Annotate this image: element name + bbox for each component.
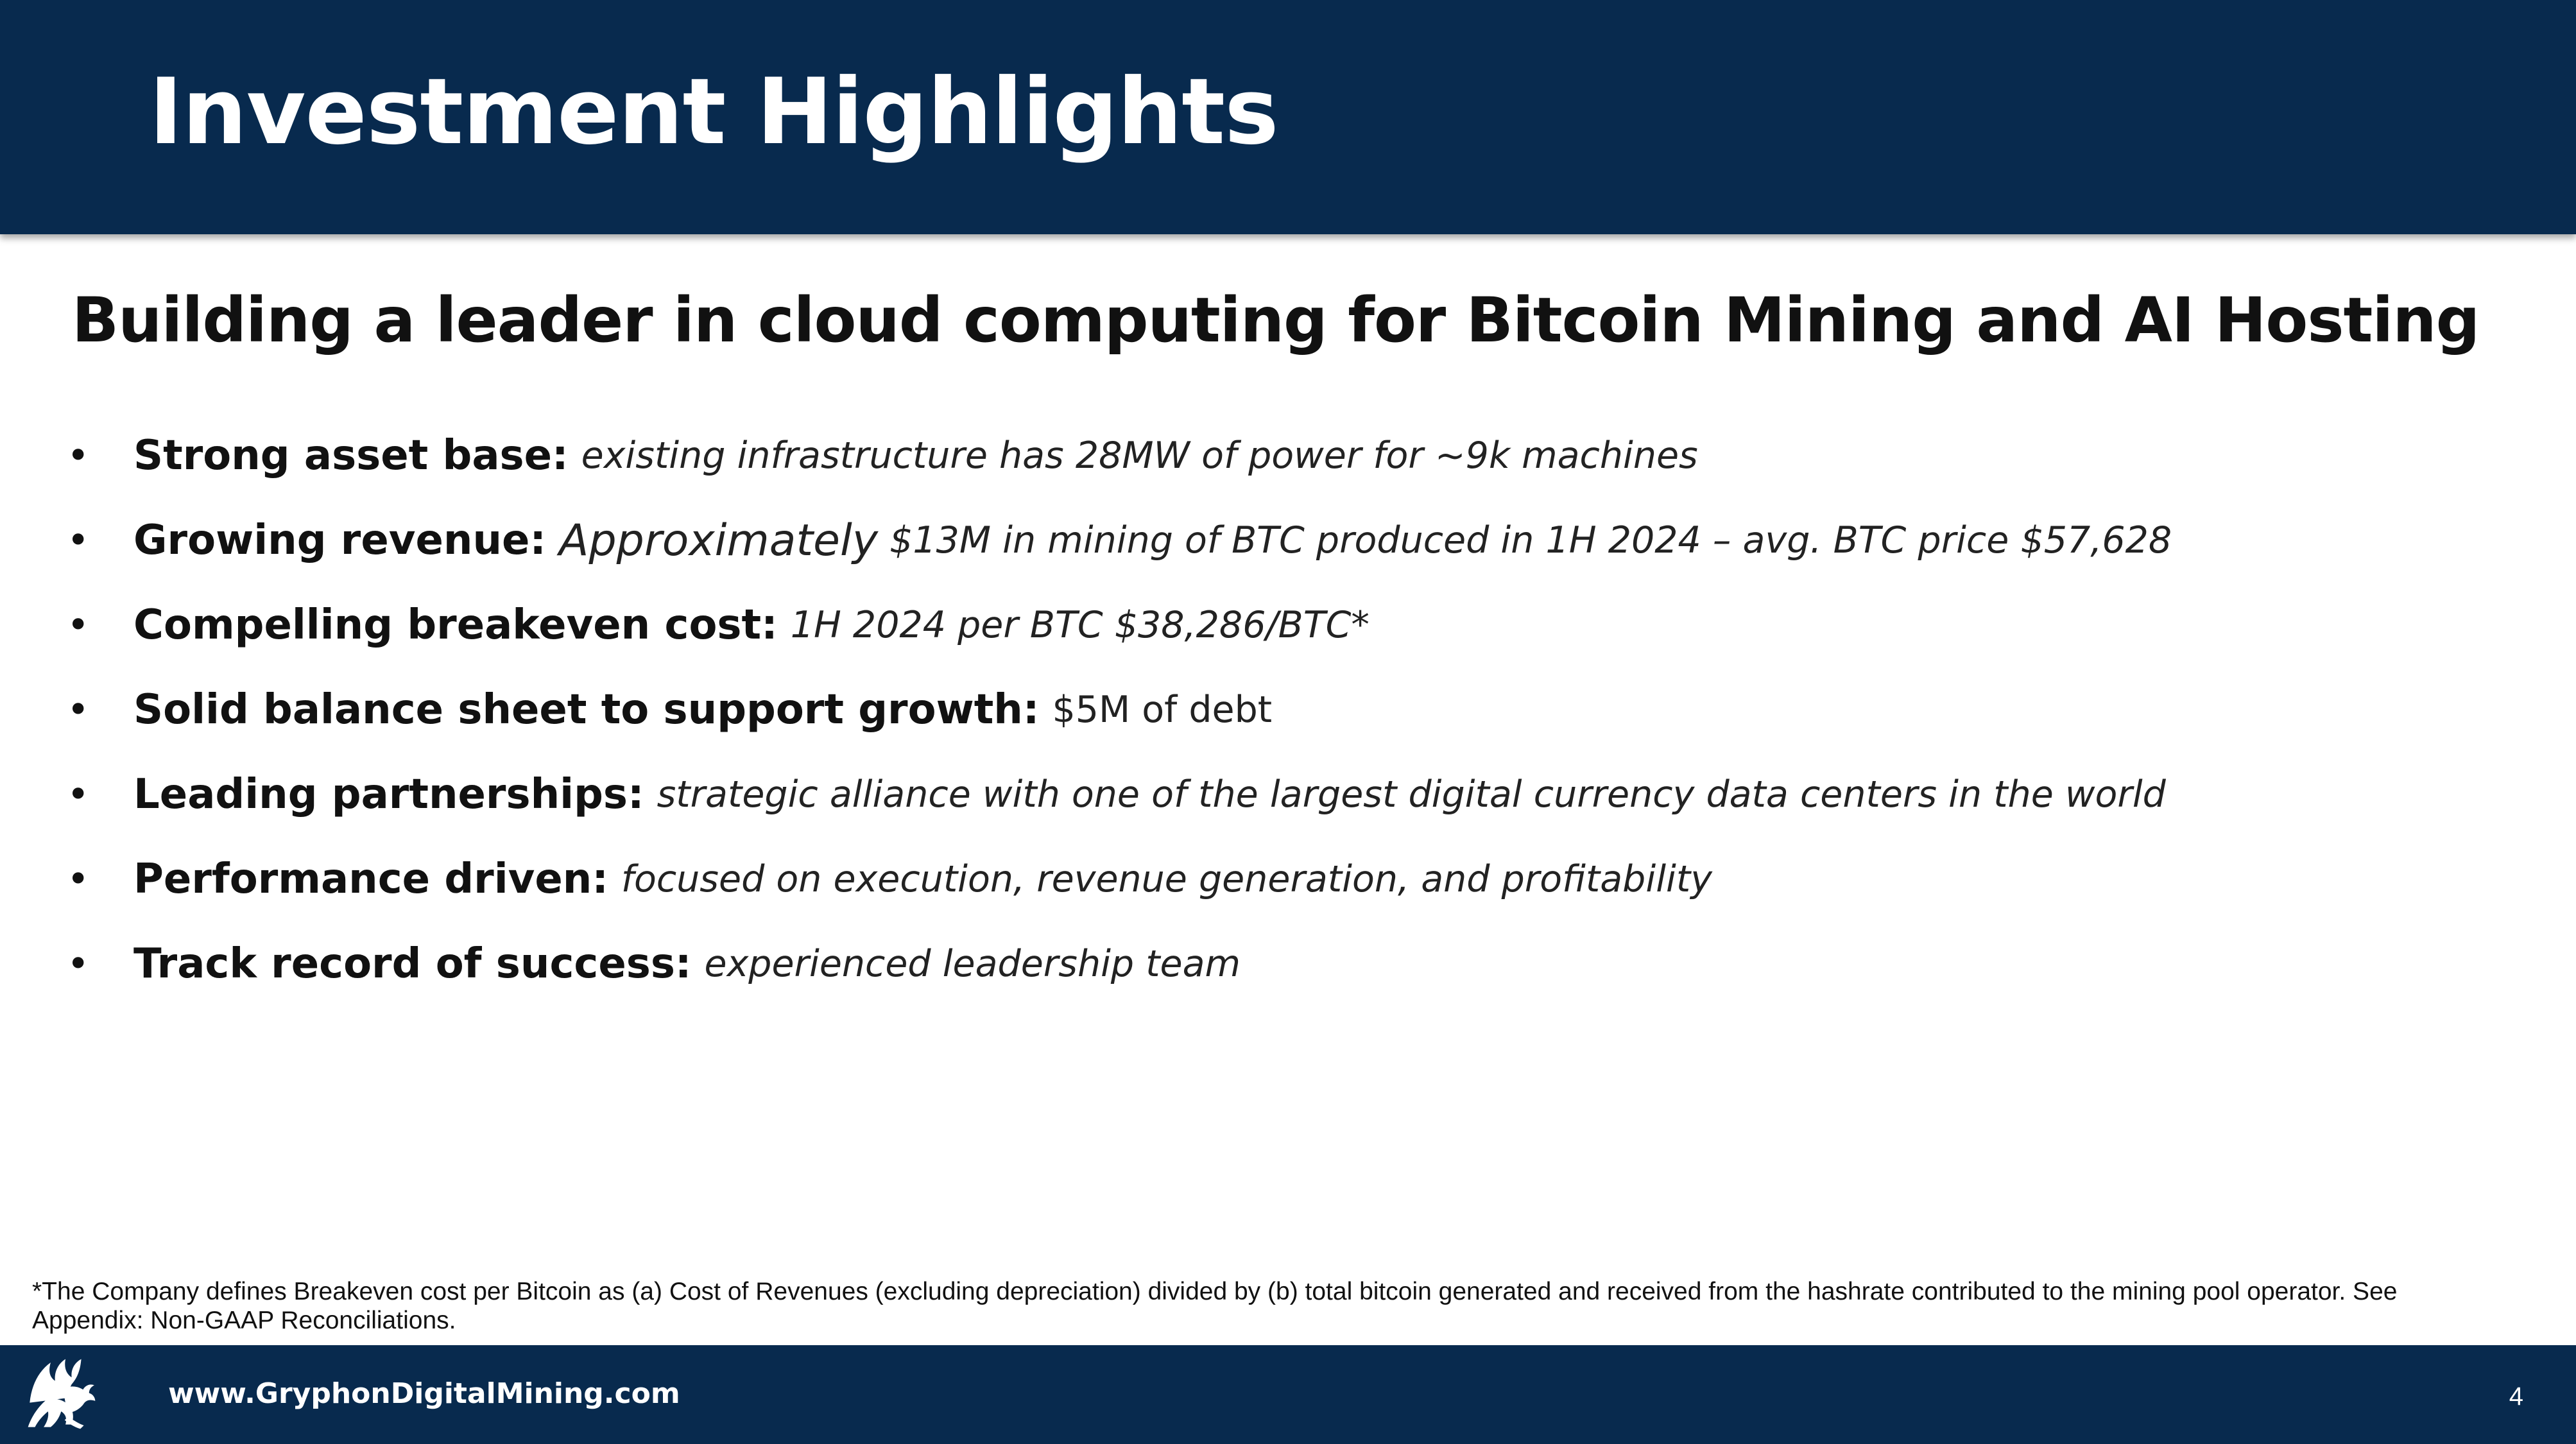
highlight-partnerships: • Leading partnerships: strategic allian… (67, 762, 2505, 827)
highlight-lead-text: Approximately (559, 515, 879, 566)
highlight-track-record: • Track record of success: experienced l… (67, 932, 2505, 996)
slide-subtitle: Building a leader in cloud computing for… (72, 284, 2480, 356)
bullet: • (67, 687, 90, 732)
page-title: Investment Highlights (149, 59, 1279, 165)
highlight-label: Leading partnerships: (133, 771, 644, 818)
highlight-text: 1H 2024 per BTC $38,286/BTC* (790, 604, 1370, 646)
highlight-label: Growing revenue: (133, 517, 546, 564)
highlight-breakeven: • Compelling breakeven cost: 1H 2024 per… (67, 593, 2505, 657)
bullet: • (67, 857, 90, 902)
website-link[interactable]: www.GryphonDigitalMining.com (168, 1377, 680, 1410)
bullet: • (67, 603, 90, 648)
highlight-asset-base: • Strong asset base: existing infrastruc… (67, 424, 2505, 488)
highlight-text: $13M in mining of BTC produced in 1H 202… (889, 519, 2172, 562)
griffin-logo-icon (28, 1359, 96, 1429)
highlight-label: Performance driven: (133, 855, 608, 903)
highlight-text: experienced leadership team (704, 943, 1241, 985)
highlight-text: strategic alliance with one of the large… (657, 773, 2166, 816)
bullet: • (67, 941, 90, 986)
highlight-performance: • Performance driven: focused on executi… (67, 847, 2505, 911)
header-bar: Investment Highlights (0, 0, 2576, 234)
highlight-label: Track record of success: (133, 940, 692, 988)
highlight-text: focused on execution, revenue generation… (621, 858, 1712, 900)
bullet: • (67, 433, 90, 478)
page-number: 4 (2509, 1382, 2523, 1411)
highlight-label: Solid balance sheet to support growth: (133, 686, 1040, 734)
highlight-text: $5M of debt (1052, 689, 1273, 731)
footer-bar (0, 1345, 2576, 1444)
footnote: *The Company defines Breakeven cost per … (32, 1278, 2398, 1334)
highlight-revenue: • Growing revenue: Approximately $13M in… (67, 508, 2505, 572)
highlight-label: Strong asset base: (133, 432, 569, 479)
highlight-balance-sheet: • Solid balance sheet to support growth:… (67, 678, 2505, 742)
bullet: • (67, 518, 90, 563)
bullet: • (67, 772, 90, 817)
highlight-label: Compelling breakeven cost: (133, 601, 778, 649)
highlight-text: existing infrastructure has 28MW of powe… (581, 434, 1698, 477)
